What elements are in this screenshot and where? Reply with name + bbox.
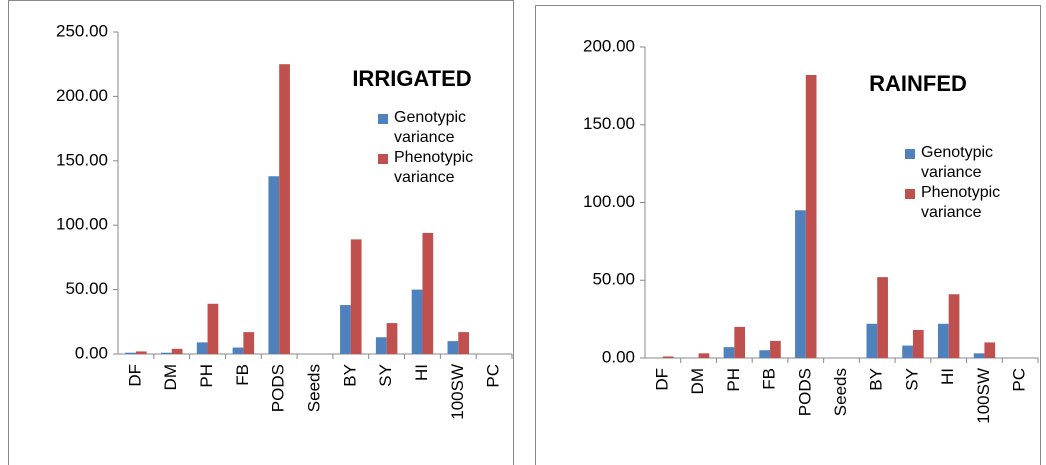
legend-label: Genotypic variance bbox=[921, 144, 994, 181]
bar bbox=[723, 347, 735, 358]
x-tick-label: 100SW bbox=[448, 364, 467, 420]
chart-title: RAINFED bbox=[869, 71, 967, 96]
x-tick-label: PH bbox=[197, 364, 216, 388]
bar bbox=[232, 347, 244, 354]
legend-label: Genotypic variance bbox=[394, 109, 467, 146]
bar bbox=[243, 332, 255, 354]
legend: Genotypic variance Phenotypic variance bbox=[378, 108, 498, 188]
x-tick-label: FB bbox=[760, 368, 779, 390]
y-tick-label: 0.00 bbox=[75, 343, 108, 362]
chart-title: IRRIGATED bbox=[352, 66, 471, 91]
bar bbox=[160, 352, 172, 354]
panel-border bbox=[8, 0, 514, 465]
y-tick-label: 200.00 bbox=[56, 86, 108, 105]
bar bbox=[171, 348, 183, 354]
x-tick-label: BY bbox=[340, 364, 359, 387]
bar bbox=[340, 305, 351, 354]
x-tick-label: Seeds bbox=[304, 364, 323, 412]
legend-swatch bbox=[378, 114, 388, 124]
bar bbox=[877, 277, 888, 358]
x-tick-label: PODS bbox=[269, 364, 288, 412]
x-tick-label: Seeds bbox=[831, 368, 850, 416]
legend: Genotypic variance Phenotypic variance bbox=[905, 143, 1025, 223]
bar bbox=[268, 176, 280, 354]
y-tick-label: 100.00 bbox=[56, 215, 108, 234]
x-tick-label: HI bbox=[938, 368, 957, 385]
legend-item: Genotypic variance bbox=[378, 108, 498, 148]
bar bbox=[984, 342, 996, 358]
bar bbox=[937, 323, 949, 358]
x-tick-label: DF bbox=[125, 364, 144, 387]
bar bbox=[411, 289, 423, 354]
bar bbox=[698, 353, 710, 358]
x-tick-label: PC bbox=[484, 364, 503, 388]
bar bbox=[912, 330, 924, 358]
x-tick-label: DM bbox=[688, 368, 707, 394]
bar bbox=[795, 210, 806, 358]
x-tick-label: DF bbox=[652, 368, 671, 391]
legend-swatch bbox=[905, 149, 915, 159]
bar bbox=[770, 340, 781, 358]
legend-item: Genotypic variance bbox=[905, 143, 1025, 183]
bar bbox=[447, 341, 459, 354]
legend-swatch bbox=[378, 154, 388, 164]
x-tick-label: BY bbox=[867, 368, 886, 391]
bar bbox=[759, 350, 771, 358]
bar bbox=[805, 74, 817, 359]
legend-label: Phenotypic variance bbox=[921, 184, 1001, 221]
legend-label: Phenotypic variance bbox=[394, 149, 474, 186]
y-tick-label: 100.00 bbox=[583, 192, 635, 211]
legend-swatch bbox=[905, 189, 915, 199]
bar bbox=[386, 323, 398, 354]
bar bbox=[135, 351, 147, 354]
x-tick-label: PC bbox=[1010, 368, 1029, 392]
panel-border bbox=[535, 5, 1041, 465]
x-tick-label: SY bbox=[902, 368, 921, 391]
y-tick-label: 50.00 bbox=[592, 270, 635, 289]
bar bbox=[125, 352, 136, 354]
bar bbox=[973, 353, 985, 358]
x-tick-label: PODS bbox=[795, 368, 814, 416]
y-tick-label: 200.00 bbox=[583, 36, 635, 55]
bar bbox=[902, 345, 913, 358]
bar bbox=[734, 326, 746, 358]
x-tick-label: HI bbox=[412, 364, 431, 381]
bar bbox=[207, 303, 219, 354]
x-tick-label: SY bbox=[376, 364, 395, 387]
bar bbox=[662, 356, 674, 358]
bar bbox=[422, 232, 434, 354]
bar bbox=[196, 342, 208, 354]
bar bbox=[279, 64, 290, 354]
bar bbox=[458, 332, 470, 354]
legend-item: Phenotypic variance bbox=[378, 148, 498, 188]
x-tick-label: PH bbox=[724, 368, 743, 392]
bar bbox=[375, 337, 387, 354]
y-tick-label: 150.00 bbox=[583, 114, 635, 133]
x-tick-label: FB bbox=[233, 364, 252, 386]
y-tick-label: 250.00 bbox=[56, 21, 108, 40]
legend-item: Phenotypic variance bbox=[905, 183, 1025, 223]
x-tick-label: DM bbox=[161, 364, 180, 390]
x-tick-label: 100SW bbox=[974, 368, 993, 424]
bar bbox=[350, 239, 362, 354]
bar bbox=[948, 294, 960, 358]
y-tick-label: 0.00 bbox=[602, 347, 635, 366]
y-tick-label: 150.00 bbox=[56, 150, 108, 169]
y-tick-label: 50.00 bbox=[65, 279, 108, 298]
bar bbox=[866, 323, 878, 358]
